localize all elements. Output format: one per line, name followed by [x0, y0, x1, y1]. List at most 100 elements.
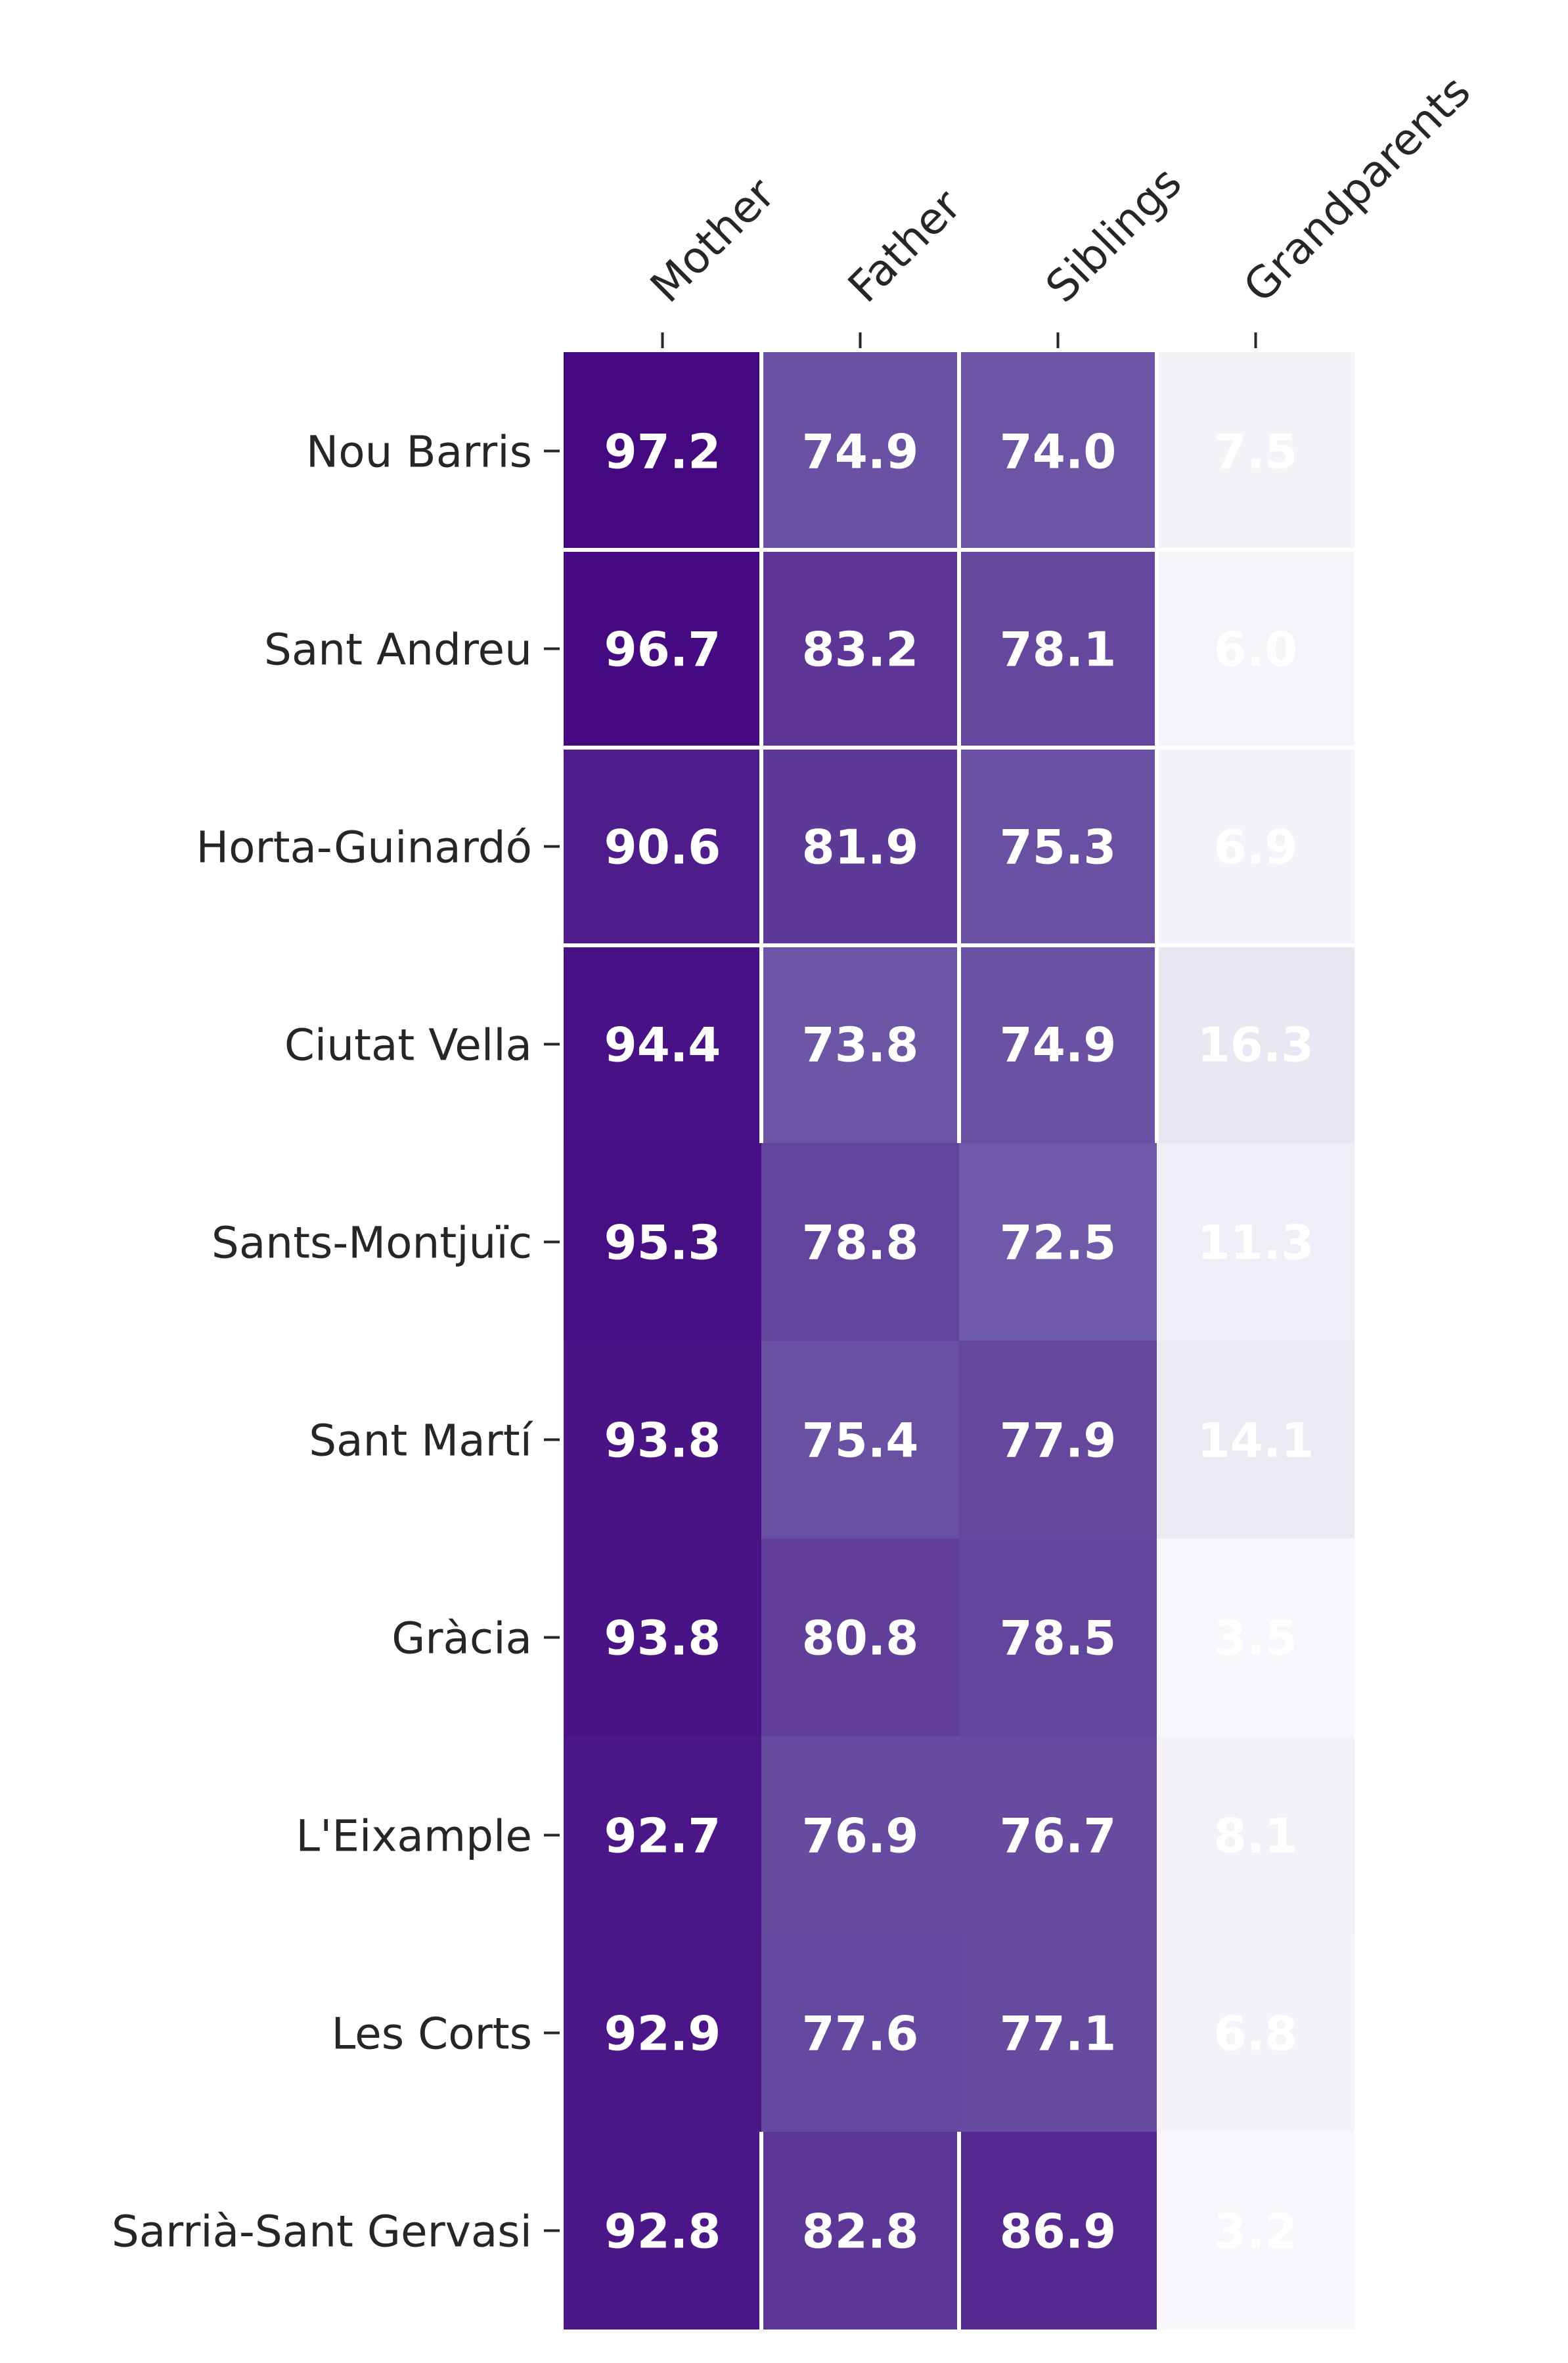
cell-value-label: 72.5 — [1000, 1215, 1117, 1271]
cell-value-label: 92.9 — [604, 2006, 721, 2061]
cell-value-label: 90.6 — [604, 820, 721, 875]
cell-value-label: 73.8 — [802, 1018, 919, 1073]
cell-value-label: 6.0 — [1214, 622, 1298, 677]
heatmap-cell — [1157, 550, 1355, 748]
cell-value-label: 77.6 — [802, 2006, 919, 2061]
heatmap-cell — [1157, 1934, 1355, 2132]
cell-value-label: 82.8 — [802, 2204, 919, 2259]
row-label-nou-barris: Nou Barris — [306, 427, 532, 478]
cell-value-label: 3.2 — [1214, 2204, 1298, 2259]
heatmap-cell — [761, 1143, 959, 1341]
cell-value-label: 78.1 — [1000, 622, 1117, 677]
cell-value-label: 93.8 — [604, 1413, 721, 1468]
heatmap-cell — [959, 352, 1157, 550]
cell-value-label: 92.7 — [604, 1809, 721, 1864]
cell-value-label: 97.2 — [604, 424, 721, 480]
cell-value-label: 78.5 — [1000, 1611, 1117, 1666]
row-label-ciutat-vella: Ciutat Vella — [284, 1020, 532, 1071]
heatmap-cell — [761, 1539, 959, 1736]
heatmap-cell — [564, 1341, 761, 1539]
cell-value-label: 80.8 — [802, 1611, 919, 1666]
block-separators — [564, 352, 1355, 2329]
column-label-mother: Mother — [640, 168, 785, 313]
cell-value-label: 7.5 — [1214, 424, 1298, 480]
column-label-grandparents: Grandparents — [1234, 66, 1480, 312]
cell-value-label: 74.9 — [1000, 1018, 1117, 1073]
cell-value-label: 77.1 — [1000, 2006, 1117, 2061]
cell-value-label: 11.3 — [1198, 1215, 1314, 1271]
cell-value-label: 78.8 — [802, 1215, 919, 1271]
heatmap-cell — [1157, 1539, 1355, 1736]
heatmap-cell — [959, 1143, 1157, 1341]
heatmap-cell — [761, 352, 959, 550]
heatmap-cell — [564, 352, 761, 550]
cell-value-label: 83.2 — [802, 622, 919, 677]
cell-value-label: 6.9 — [1214, 820, 1298, 875]
cell-value-label: 74.9 — [802, 424, 919, 480]
cell-value-label: 93.8 — [604, 1611, 721, 1666]
row-label-sant-marti: Sant Martí — [309, 1416, 533, 1466]
heatmap-cells — [564, 352, 1355, 2329]
heatmap-cell — [1157, 1143, 1355, 1341]
heatmap-cell — [1157, 1341, 1355, 1539]
heatmap-cell — [1157, 945, 1355, 1143]
heatmap-cell — [761, 945, 959, 1143]
row-axis: Nou Barris Sant Andreu Horta-Guinardó Ciuta… — [112, 427, 560, 2257]
column-axis: Mother Father Siblings Grandparents — [640, 66, 1480, 348]
heatmap-cell — [761, 2132, 959, 2329]
heatmap-cell — [761, 748, 959, 945]
heatmap-cell — [959, 550, 1157, 748]
heatmap-cell — [959, 1341, 1157, 1539]
cell-value-label: 81.9 — [802, 820, 919, 875]
heatmap-cell — [564, 945, 761, 1143]
heatmap-cell — [1157, 748, 1355, 945]
heatmap-cell — [959, 945, 1157, 1143]
cell-value-label: 96.7 — [604, 622, 721, 677]
cell-value-label: 14.1 — [1198, 1413, 1314, 1468]
heatmap-cell — [564, 1934, 761, 2132]
row-label-sarria-sant-gervasi: Sarrià-Sant Gervasi — [112, 2207, 532, 2257]
heatmap-cell — [564, 748, 761, 945]
cell-value-label: 76.9 — [802, 1809, 919, 1864]
heatmap-cell — [959, 1539, 1157, 1736]
heatmap-cell — [761, 1341, 959, 1539]
heatmap-cell — [959, 1934, 1157, 2132]
heatmap-cell — [1157, 2132, 1355, 2329]
heatmap-cell — [564, 1736, 761, 1934]
row-label-sant-andreu: Sant Andreu — [264, 625, 532, 675]
row-label-horta-guinardo: Horta-Guinardó — [196, 822, 532, 873]
row-label-les-corts: Les Corts — [332, 2009, 532, 2059]
heatmap-cell — [761, 550, 959, 748]
column-label-father: Father — [838, 179, 971, 312]
heatmap-cell — [564, 2132, 761, 2329]
heatmap-cell — [564, 1143, 761, 1341]
heatmap-cell — [761, 1736, 959, 1934]
column-label-siblings: Siblings — [1036, 157, 1191, 312]
cell-value-label: 75.3 — [1000, 820, 1117, 875]
cell-value-label: 75.4 — [802, 1413, 919, 1468]
cell-value-label: 76.7 — [1000, 1809, 1117, 1864]
cell-value-label: 6.8 — [1214, 2006, 1298, 2061]
heatmap-cell — [959, 748, 1157, 945]
heatmap-cell — [564, 1539, 761, 1736]
cell-value-label: 92.8 — [604, 2204, 721, 2259]
heatmap-cell — [761, 1934, 959, 2132]
row-label-sants-montjuic: Sants-Montjuïc — [212, 1218, 532, 1269]
heatmap-cell — [959, 1736, 1157, 1934]
heatmap-cell — [959, 2132, 1157, 2329]
cell-value-label: 16.3 — [1198, 1018, 1314, 1073]
heatmap-cell — [1157, 1736, 1355, 1934]
cell-value-label: 74.0 — [1000, 424, 1117, 480]
cell-value-label: 86.9 — [1000, 2204, 1117, 2259]
heatmap-cell — [564, 550, 761, 748]
cell-value-label: 94.4 — [604, 1018, 721, 1073]
cell-value-label: 8.1 — [1214, 1809, 1298, 1864]
row-label-l-eixample: L'Eixample — [296, 1811, 532, 1862]
cell-value-label: 95.3 — [604, 1215, 721, 1271]
row-label-gracia: Gràcia — [392, 1613, 532, 1664]
heatmap-cell — [1157, 352, 1355, 550]
cell-value-label: 77.9 — [1000, 1413, 1117, 1468]
cell-value-labels: 97.2 74.9 74.0 7.5 96.7 83.2 78.1 6.0 90.6 81.9 75… — [604, 424, 1314, 2259]
cell-value-label: 3.5 — [1214, 1611, 1298, 1666]
